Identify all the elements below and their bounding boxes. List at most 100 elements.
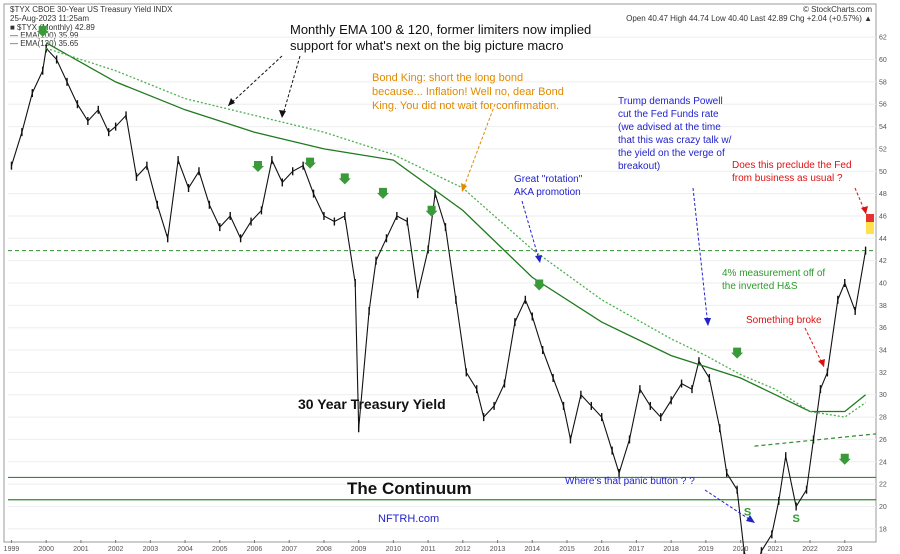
arrow-ema-left-head [228, 98, 235, 106]
x-tick-label: 2007 [281, 546, 297, 553]
x-tick-label: 2005 [212, 546, 228, 553]
series-layer [10, 42, 867, 554]
green-arrow-marker [304, 157, 317, 169]
x-tick-label: 2012 [455, 546, 471, 553]
arrow-trump [692, 187, 709, 327]
plot-frame [3, 3, 877, 543]
x-tick-label: 1999 [4, 546, 20, 553]
arrow-ema-right [281, 55, 301, 119]
x-tick-label: 2000 [38, 546, 54, 553]
x-axis: 1999 2000 2001 2002 2003 2004 2005 2006 2007 2008… [4, 540, 853, 553]
grid-layer [8, 36, 876, 530]
hs-label: S [744, 506, 751, 518]
legend-price: ■ $TYX (Monthly) 42.89 [10, 23, 95, 32]
annotation-arrows [227, 55, 868, 524]
x-tick-label: 2010 [386, 546, 402, 553]
x-tick-label: 2013 [490, 546, 506, 553]
x-tick-label: 2016 [594, 546, 610, 553]
x-tick-label: 2019 [698, 546, 714, 553]
y-tick-label: 24 [879, 459, 887, 466]
y-tick-label: 60 [879, 57, 887, 64]
x-tick-label: 2004 [177, 546, 193, 553]
y-tick-label: 36 [879, 325, 887, 332]
ema-note: Monthly EMA 100 & 120, former limiters n… [290, 22, 595, 53]
current-highlight [866, 222, 874, 234]
green-arrow-marker [376, 187, 389, 199]
y-axis: 18 20 22 24 26 28 30 32 34 36 38 40 42 44 46 48 50 52 54 56… [879, 35, 887, 534]
rotation-note: Great "rotation" AKA promotion [514, 174, 585, 198]
arrow-fed-head [861, 206, 868, 214]
neckline [754, 433, 877, 447]
series-line-ema120 [46, 47, 866, 418]
current-highlight-red [866, 214, 874, 222]
arrow-bond-king-head [461, 183, 467, 192]
arrow-ema-left [227, 55, 283, 107]
support-lines [8, 250, 877, 501]
y-tick-label: 22 [879, 482, 887, 489]
stockcharts-credit: © StockCharts.com [803, 5, 872, 14]
x-tick-label: 2018 [663, 546, 679, 553]
measurement-note: 4% measurement off of the inverted H&S [722, 268, 828, 292]
panic-note: Where's that panic button ? ? [565, 476, 695, 487]
y-tick-label: 58 [879, 79, 887, 86]
green-arrow-marker [338, 173, 351, 185]
y-tick-label: 46 [879, 213, 887, 220]
x-tick-label: 2003 [143, 546, 159, 553]
chart-title: 30 Year Treasury Yield [298, 396, 446, 412]
fed-note: Does this preclude the Fed from business… [732, 160, 854, 184]
y-tick-label: 42 [879, 258, 887, 265]
watermark: NFTRH.com [378, 513, 439, 525]
arrow-ema-right-head [279, 110, 286, 118]
y-tick-label: 20 [879, 504, 887, 511]
y-tick-label: 18 [879, 526, 887, 533]
x-tick-label: 2006 [247, 546, 263, 553]
legend-ema120: — EMA(120) 35.65 [10, 39, 79, 48]
y-tick-label: 54 [879, 124, 887, 131]
green-arrow-marker [533, 279, 546, 291]
arrow-trump-head [704, 318, 711, 326]
y-tick-label: 28 [879, 415, 887, 422]
x-tick-label: 2014 [524, 546, 540, 553]
y-tick-label: 62 [879, 35, 887, 42]
y-tick-label: 56 [879, 102, 887, 109]
x-tick-label: 2008 [316, 546, 332, 553]
arrow-broke-head [818, 359, 825, 367]
x-tick-label: 2022 [802, 546, 818, 553]
x-tick-label: 2020 [733, 546, 749, 553]
symbol-line: $TYX CBOE 30-Year US Treasury Yield INDX [10, 5, 173, 14]
y-tick-label: 32 [879, 370, 887, 377]
arrow-rotation [521, 200, 541, 264]
x-tick-label: 2021 [768, 546, 784, 553]
ohlc-readout: Open 40.47 High 44.74 Low 40.40 Last 42.… [626, 14, 872, 23]
y-tick-label: 40 [879, 281, 887, 288]
bond-king-note: Bond King: short the long bond because..… [372, 72, 567, 112]
date-line: 25-Aug-2023 11:25am [10, 14, 89, 23]
x-tick-label: 2017 [629, 546, 645, 553]
legend-ema100: — EMA(100) 35.99 [10, 31, 79, 40]
broke-note: Something broke [746, 315, 822, 326]
arrow-panic-head [746, 515, 755, 523]
chart-subtitle: The Continuum [347, 479, 472, 498]
y-tick-label: 44 [879, 236, 887, 243]
green-arrow-marker [36, 25, 49, 37]
green-arrow-marker [251, 161, 264, 173]
green-markers [36, 25, 851, 465]
y-tick-label: 34 [879, 348, 887, 355]
y-tick-label: 52 [879, 146, 887, 153]
hs-label: S [792, 513, 799, 525]
y-tick-label: 48 [879, 191, 887, 198]
x-tick-label: 2015 [559, 546, 575, 553]
x-tick-label: 2011 [421, 546, 436, 553]
x-tick-label: 2002 [108, 546, 124, 553]
trump-note: Trump demands Powell cut the Fed Funds r… [618, 96, 734, 172]
x-tick-label: 2001 [73, 546, 89, 553]
arrow-rotation-head [535, 255, 542, 263]
series-line-ema100 [45, 42, 867, 413]
green-arrow-marker [425, 205, 438, 217]
y-tick-label: 30 [879, 392, 887, 399]
arrow-bond-king [461, 103, 496, 193]
x-tick-label: 2009 [351, 546, 367, 553]
y-tick-label: 26 [879, 437, 887, 444]
green-arrow-marker [731, 347, 744, 359]
